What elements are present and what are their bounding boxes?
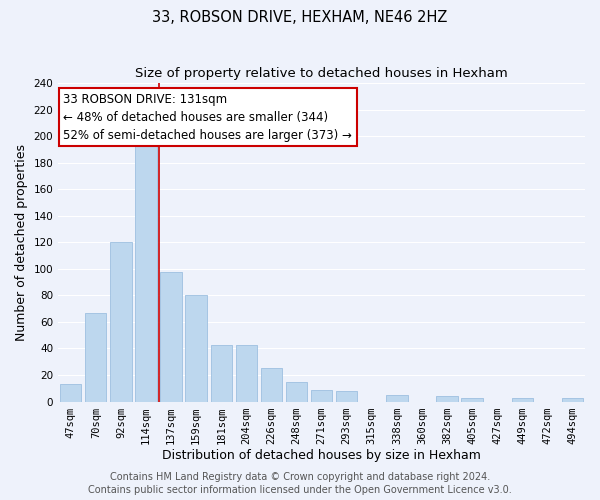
Title: Size of property relative to detached houses in Hexham: Size of property relative to detached ho… [135, 68, 508, 80]
Bar [211, 344, 232, 402]
Bar [160, 272, 182, 402]
Bar [85, 312, 106, 402]
X-axis label: Distribution of detached houses by size in Hexham: Distribution of detached houses by size … [162, 450, 481, 462]
Bar [336, 391, 358, 402]
Text: 33 ROBSON DRIVE: 131sqm
← 48% of detached houses are smaller (344)
52% of semi-d: 33 ROBSON DRIVE: 131sqm ← 48% of detache… [64, 92, 352, 142]
Bar [461, 398, 483, 402]
Bar [562, 398, 583, 402]
Bar [110, 242, 131, 402]
Bar [512, 398, 533, 402]
Bar [60, 384, 82, 402]
Text: Contains HM Land Registry data © Crown copyright and database right 2024.
Contai: Contains HM Land Registry data © Crown c… [88, 472, 512, 495]
Bar [286, 382, 307, 402]
Bar [185, 296, 207, 402]
Bar [386, 395, 407, 402]
Bar [261, 368, 282, 402]
Bar [136, 146, 157, 402]
Bar [236, 344, 257, 402]
Bar [436, 396, 458, 402]
Bar [311, 390, 332, 402]
Text: 33, ROBSON DRIVE, HEXHAM, NE46 2HZ: 33, ROBSON DRIVE, HEXHAM, NE46 2HZ [152, 10, 448, 25]
Y-axis label: Number of detached properties: Number of detached properties [15, 144, 28, 341]
